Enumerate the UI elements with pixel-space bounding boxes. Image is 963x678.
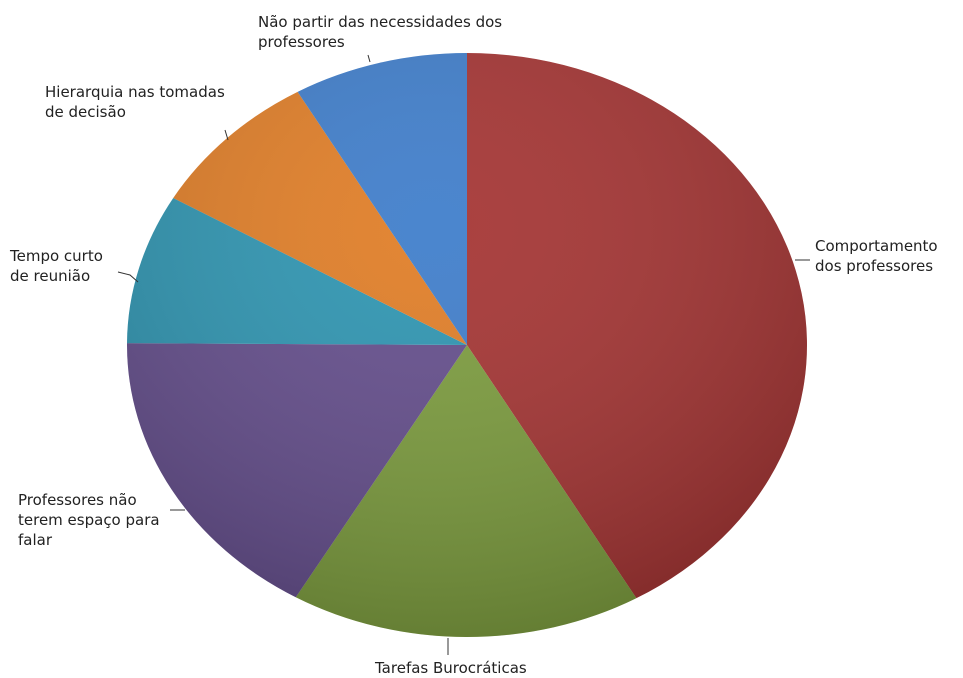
- leader-line: [367, 54, 371, 63]
- slice-label: Comportamento dos professores: [815, 237, 938, 275]
- leader-line: [224, 129, 229, 141]
- slice-label: Tarefas Burocráticas: [375, 659, 527, 677]
- slice-label: Tempo curto de reunião: [10, 247, 103, 285]
- slice-label: Hierarquia nas tomadas de decisão: [45, 83, 225, 121]
- leader-lines: [117, 54, 810, 655]
- slice-label: Professores não terem espaço para falar: [18, 491, 160, 549]
- leader-line: [117, 271, 139, 283]
- slice-label: Não partir das necessidades dos professo…: [258, 13, 503, 51]
